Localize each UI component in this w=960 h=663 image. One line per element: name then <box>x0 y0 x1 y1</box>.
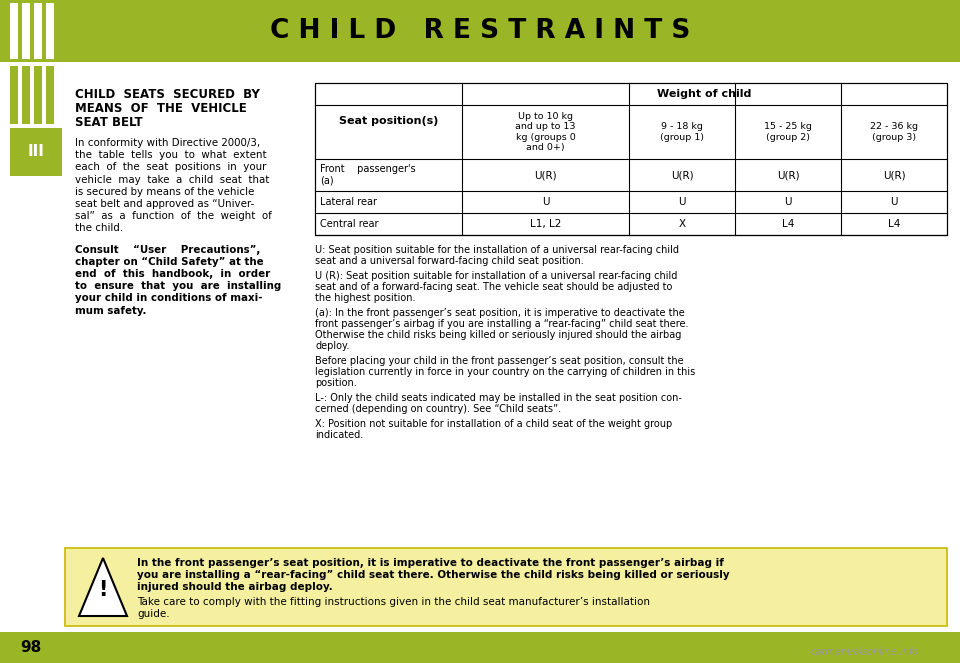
Text: indicated.: indicated. <box>315 430 363 440</box>
Text: SEAT BELT: SEAT BELT <box>75 116 143 129</box>
Text: Front    passenger's
(a): Front passenger's (a) <box>320 164 416 186</box>
Text: U (R): Seat position suitable for installation of a universal rear-facing child: U (R): Seat position suitable for instal… <box>315 271 678 281</box>
Text: cerned (depending on country). See “Child seats”.: cerned (depending on country). See “Chil… <box>315 404 562 414</box>
Text: 98: 98 <box>20 640 41 656</box>
Text: U(R): U(R) <box>671 170 693 180</box>
Text: U(R): U(R) <box>535 170 557 180</box>
Bar <box>34 66 42 124</box>
Text: 15 - 25 kg
(group 2): 15 - 25 kg (group 2) <box>764 122 812 142</box>
Text: L4: L4 <box>782 219 794 229</box>
Bar <box>65 548 947 626</box>
Text: your child in conditions of maxi-: your child in conditions of maxi- <box>75 294 262 304</box>
Text: CHILD  SEATS  SECURED  BY: CHILD SEATS SECURED BY <box>75 88 260 101</box>
Text: L4: L4 <box>888 219 900 229</box>
Bar <box>10 66 18 124</box>
Text: to  ensure  that  you  are  installing: to ensure that you are installing <box>75 281 281 291</box>
Text: the  table  tells  you  to  what  extent: the table tells you to what extent <box>75 151 267 160</box>
Text: you are installing a “rear-facing” child seat there. Otherwise the child risks b: you are installing a “rear-facing” child… <box>137 570 730 580</box>
Bar <box>22 3 30 59</box>
Text: seat and a universal forward-facing child seat position.: seat and a universal forward-facing chil… <box>315 256 584 266</box>
Text: U(R): U(R) <box>883 170 905 180</box>
Bar <box>22 66 30 124</box>
Text: Weight of child: Weight of child <box>658 89 752 99</box>
Text: Take care to comply with the fitting instructions given in the child seat manufa: Take care to comply with the fitting ins… <box>137 597 650 607</box>
Text: vehicle  may  take  a  child  seat  that: vehicle may take a child seat that <box>75 174 270 184</box>
Polygon shape <box>79 558 127 616</box>
Text: U: U <box>890 197 898 207</box>
Bar <box>0 0 960 62</box>
Text: (a): In the front passenger’s seat position, it is imperative to deactivate the: (a): In the front passenger’s seat posit… <box>315 308 684 318</box>
Text: each  of  the  seat  positions  in  your: each of the seat positions in your <box>75 162 266 172</box>
Text: the highest position.: the highest position. <box>315 293 416 303</box>
Text: !: ! <box>98 580 108 600</box>
Bar <box>10 128 62 176</box>
Text: U: U <box>542 197 549 207</box>
Text: mum safety.: mum safety. <box>75 306 146 316</box>
Text: MEANS  OF  THE  VEHICLE: MEANS OF THE VEHICLE <box>75 102 247 115</box>
Text: the child.: the child. <box>75 223 123 233</box>
Text: Consult    “User    Precautions”,: Consult “User Precautions”, <box>75 245 260 255</box>
Text: L1, L2: L1, L2 <box>530 219 562 229</box>
Text: U: Seat position suitable for the installation of a universal rear-facing child: U: Seat position suitable for the instal… <box>315 245 679 255</box>
Text: Otherwise the child risks being killed or seriously injured should the airbag: Otherwise the child risks being killed o… <box>315 330 682 340</box>
Bar <box>315 83 947 235</box>
Text: L-: Only the child seats indicated may be installed in the seat position con-: L-: Only the child seats indicated may b… <box>315 393 682 403</box>
Text: chapter on “Child Safety” at the: chapter on “Child Safety” at the <box>75 257 264 267</box>
Text: X: Position not suitable for installation of a child seat of the weight group: X: Position not suitable for installatio… <box>315 419 672 429</box>
Bar <box>34 3 42 59</box>
Text: C H I L D   R E S T R A I N T S: C H I L D R E S T R A I N T S <box>270 18 690 44</box>
Text: 22 - 36 kg
(group 3): 22 - 36 kg (group 3) <box>870 122 918 142</box>
Text: In conformity with Directive 2000/3,: In conformity with Directive 2000/3, <box>75 138 260 148</box>
Text: position.: position. <box>315 378 357 388</box>
Text: is secured by means of the vehicle: is secured by means of the vehicle <box>75 187 254 197</box>
Bar <box>0 632 960 663</box>
Bar <box>315 83 947 235</box>
Bar <box>46 66 54 124</box>
Text: seat and of a forward-facing seat. The vehicle seat should be adjusted to: seat and of a forward-facing seat. The v… <box>315 282 672 292</box>
Text: end  of  this  handbook,  in  order: end of this handbook, in order <box>75 269 271 279</box>
Text: deploy.: deploy. <box>315 341 349 351</box>
Text: U(R): U(R) <box>777 170 800 180</box>
Text: Seat position(s): Seat position(s) <box>339 116 439 126</box>
Text: carmanualsonline.info: carmanualsonline.info <box>811 647 919 657</box>
Text: Up to 10 kg
and up to 13
kg (groups 0
and 0+): Up to 10 kg and up to 13 kg (groups 0 an… <box>516 112 576 152</box>
Text: In the front passenger’s seat position, it is imperative to deactivate the front: In the front passenger’s seat position, … <box>137 558 724 568</box>
Text: 9 - 18 kg
(group 1): 9 - 18 kg (group 1) <box>660 122 705 142</box>
Bar <box>46 3 54 59</box>
Text: III: III <box>28 145 44 160</box>
Text: Central rear: Central rear <box>320 219 378 229</box>
Text: X: X <box>679 219 685 229</box>
Text: front passenger’s airbag if you are installing a “rear-facing” child seat there.: front passenger’s airbag if you are inst… <box>315 319 688 329</box>
Text: seat belt and approved as “Univer-: seat belt and approved as “Univer- <box>75 199 254 209</box>
Text: injured should the airbag deploy.: injured should the airbag deploy. <box>137 582 333 592</box>
Bar <box>10 3 18 59</box>
Text: Before placing your child in the front passenger’s seat position, consult the: Before placing your child in the front p… <box>315 356 684 366</box>
Text: Lateral rear: Lateral rear <box>320 197 377 207</box>
Text: U: U <box>784 197 792 207</box>
Text: guide.: guide. <box>137 609 170 619</box>
Text: sal”  as  a  function  of  the  weight  of: sal” as a function of the weight of <box>75 211 272 221</box>
Text: legislation currently in force in your country on the carrying of children in th: legislation currently in force in your c… <box>315 367 695 377</box>
Text: U: U <box>679 197 686 207</box>
